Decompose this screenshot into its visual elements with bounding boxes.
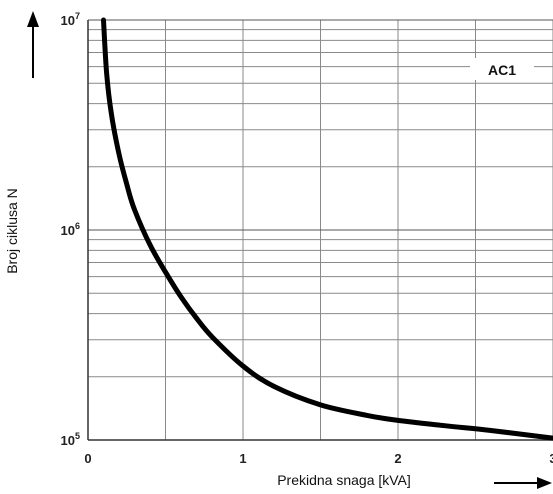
x-tick-label: 1 [239, 451, 246, 466]
y-tick-label: 105 [61, 431, 80, 448]
grid [87, 19, 553, 441]
series-line [101, 17, 553, 441]
x-tick-label: 2 [394, 451, 401, 466]
x-tick-labels: 0 1 2 3 [84, 451, 553, 466]
series-label-box: AC1 [470, 58, 534, 80]
series-layer [101, 17, 553, 441]
x-tick-label: 0 [84, 451, 91, 466]
x-axis-title: Prekidna snaga [kVA] [277, 472, 411, 488]
y-axis-title: Broj ciklusa N [4, 188, 20, 274]
y-tick-label: 107 [61, 11, 80, 28]
x-direction-arrow-icon [494, 477, 552, 489]
series-label-ac1: AC1 [488, 62, 516, 78]
y-direction-arrow-icon [27, 11, 39, 78]
y-tick-labels: 105 106 107 [61, 11, 80, 448]
y-tick-label: 106 [61, 221, 80, 238]
x-tick-label: 3 [549, 451, 553, 466]
